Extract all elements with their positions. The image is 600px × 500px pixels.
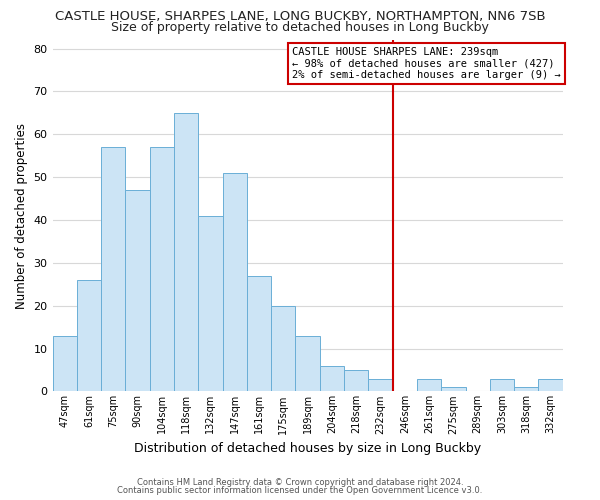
Text: Contains public sector information licensed under the Open Government Licence v3: Contains public sector information licen… bbox=[118, 486, 482, 495]
Bar bbox=[368, 378, 392, 392]
Bar bbox=[271, 306, 295, 392]
Bar bbox=[344, 370, 368, 392]
Bar bbox=[538, 378, 563, 392]
Bar bbox=[514, 387, 538, 392]
Bar bbox=[199, 216, 223, 392]
Text: Size of property relative to detached houses in Long Buckby: Size of property relative to detached ho… bbox=[111, 21, 489, 34]
Bar bbox=[223, 173, 247, 392]
Text: CASTLE HOUSE, SHARPES LANE, LONG BUCKBY, NORTHAMPTON, NN6 7SB: CASTLE HOUSE, SHARPES LANE, LONG BUCKBY,… bbox=[55, 10, 545, 23]
Bar bbox=[77, 280, 101, 392]
Bar bbox=[125, 190, 150, 392]
Bar bbox=[417, 378, 441, 392]
Bar bbox=[320, 366, 344, 392]
Bar bbox=[101, 147, 125, 392]
Bar bbox=[247, 276, 271, 392]
Bar bbox=[174, 113, 199, 392]
Y-axis label: Number of detached properties: Number of detached properties bbox=[15, 122, 28, 308]
Bar bbox=[150, 147, 174, 392]
Bar bbox=[53, 336, 77, 392]
Text: CASTLE HOUSE SHARPES LANE: 239sqm
← 98% of detached houses are smaller (427)
2% : CASTLE HOUSE SHARPES LANE: 239sqm ← 98% … bbox=[292, 47, 561, 80]
X-axis label: Distribution of detached houses by size in Long Buckby: Distribution of detached houses by size … bbox=[134, 442, 481, 455]
Text: Contains HM Land Registry data © Crown copyright and database right 2024.: Contains HM Land Registry data © Crown c… bbox=[137, 478, 463, 487]
Bar bbox=[490, 378, 514, 392]
Bar bbox=[441, 387, 466, 392]
Bar bbox=[295, 336, 320, 392]
